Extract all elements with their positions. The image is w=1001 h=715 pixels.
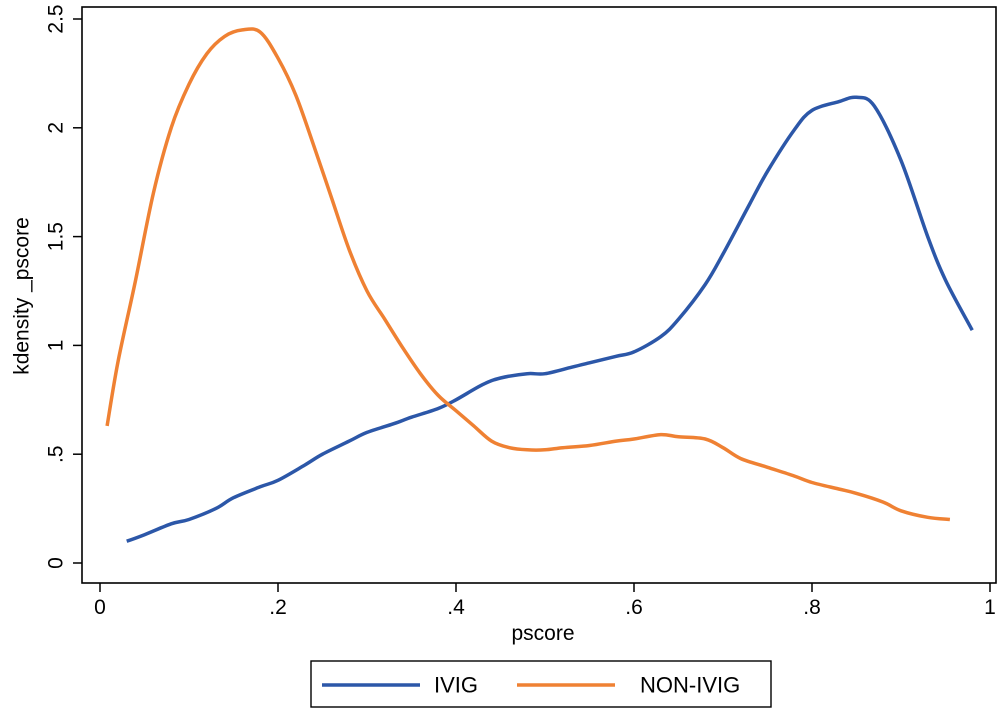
y-tick-label: 2.5	[45, 4, 68, 33]
x-tick-label: .6	[625, 596, 643, 619]
x-tick-label: 1	[984, 596, 996, 619]
series-line-non-ivig	[105, 27, 951, 522]
y-tick-label: 1.5	[45, 222, 68, 251]
legend-label-non-ivig: NON-IVIG	[640, 673, 740, 698]
legend-label-ivig: IVIG	[434, 673, 478, 698]
y-axis: 0 .5 1 1.5 2 2.5	[45, 4, 82, 569]
y-axis-title: kdensity _pscore	[11, 217, 34, 375]
x-tick-label: .8	[803, 596, 821, 619]
x-axis-title: pscore	[511, 622, 574, 645]
x-tick-label: .2	[269, 596, 287, 619]
y-tick-label: 2	[45, 122, 68, 134]
y-tick-label: 0	[45, 557, 68, 569]
x-tick-label: .4	[447, 596, 465, 619]
y-tick-label: .5	[45, 445, 68, 463]
x-axis: 0 .2 .4 .6 .8 1	[94, 583, 996, 619]
y-tick-label: 1	[45, 340, 68, 352]
x-tick-label: 0	[94, 596, 106, 619]
series-line-ivig	[126, 95, 974, 543]
legend: IVIG NON-IVIG	[310, 660, 772, 708]
plot-area-frame	[81, 6, 997, 584]
series-layer	[105, 27, 974, 543]
